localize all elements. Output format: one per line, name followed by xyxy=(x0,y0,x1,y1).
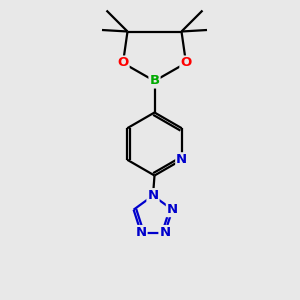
Text: O: O xyxy=(117,56,129,70)
Text: N: N xyxy=(147,189,159,202)
Text: O: O xyxy=(180,56,192,70)
Text: N: N xyxy=(159,226,171,239)
Text: N: N xyxy=(167,203,178,216)
Text: B: B xyxy=(149,74,160,88)
Text: N: N xyxy=(135,226,147,239)
Text: N: N xyxy=(176,153,187,166)
